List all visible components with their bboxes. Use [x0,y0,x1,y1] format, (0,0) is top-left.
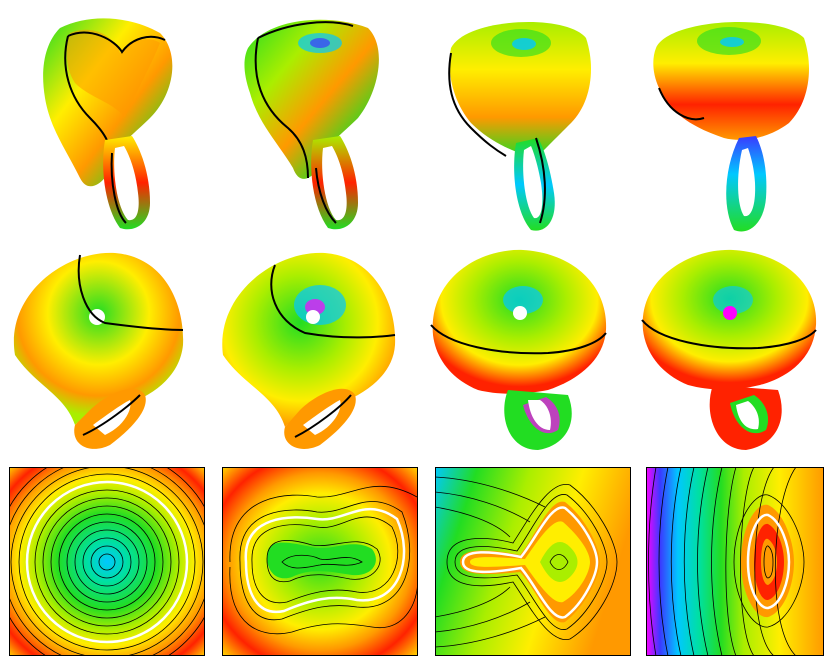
contour-map-3 [435,467,631,656]
surface-side-1 [20,8,190,240]
surface-top-3 [428,245,613,455]
surface-side-4 [644,8,819,240]
surface-side-2 [228,8,398,240]
surface-top-2 [215,245,405,455]
contour-map-1 [9,467,205,656]
contour-map-2 [222,467,418,656]
contour-map-4 [646,467,824,656]
surface-side-3 [436,8,606,240]
surface-top-4 [638,245,823,455]
surface-top-1 [5,245,195,455]
